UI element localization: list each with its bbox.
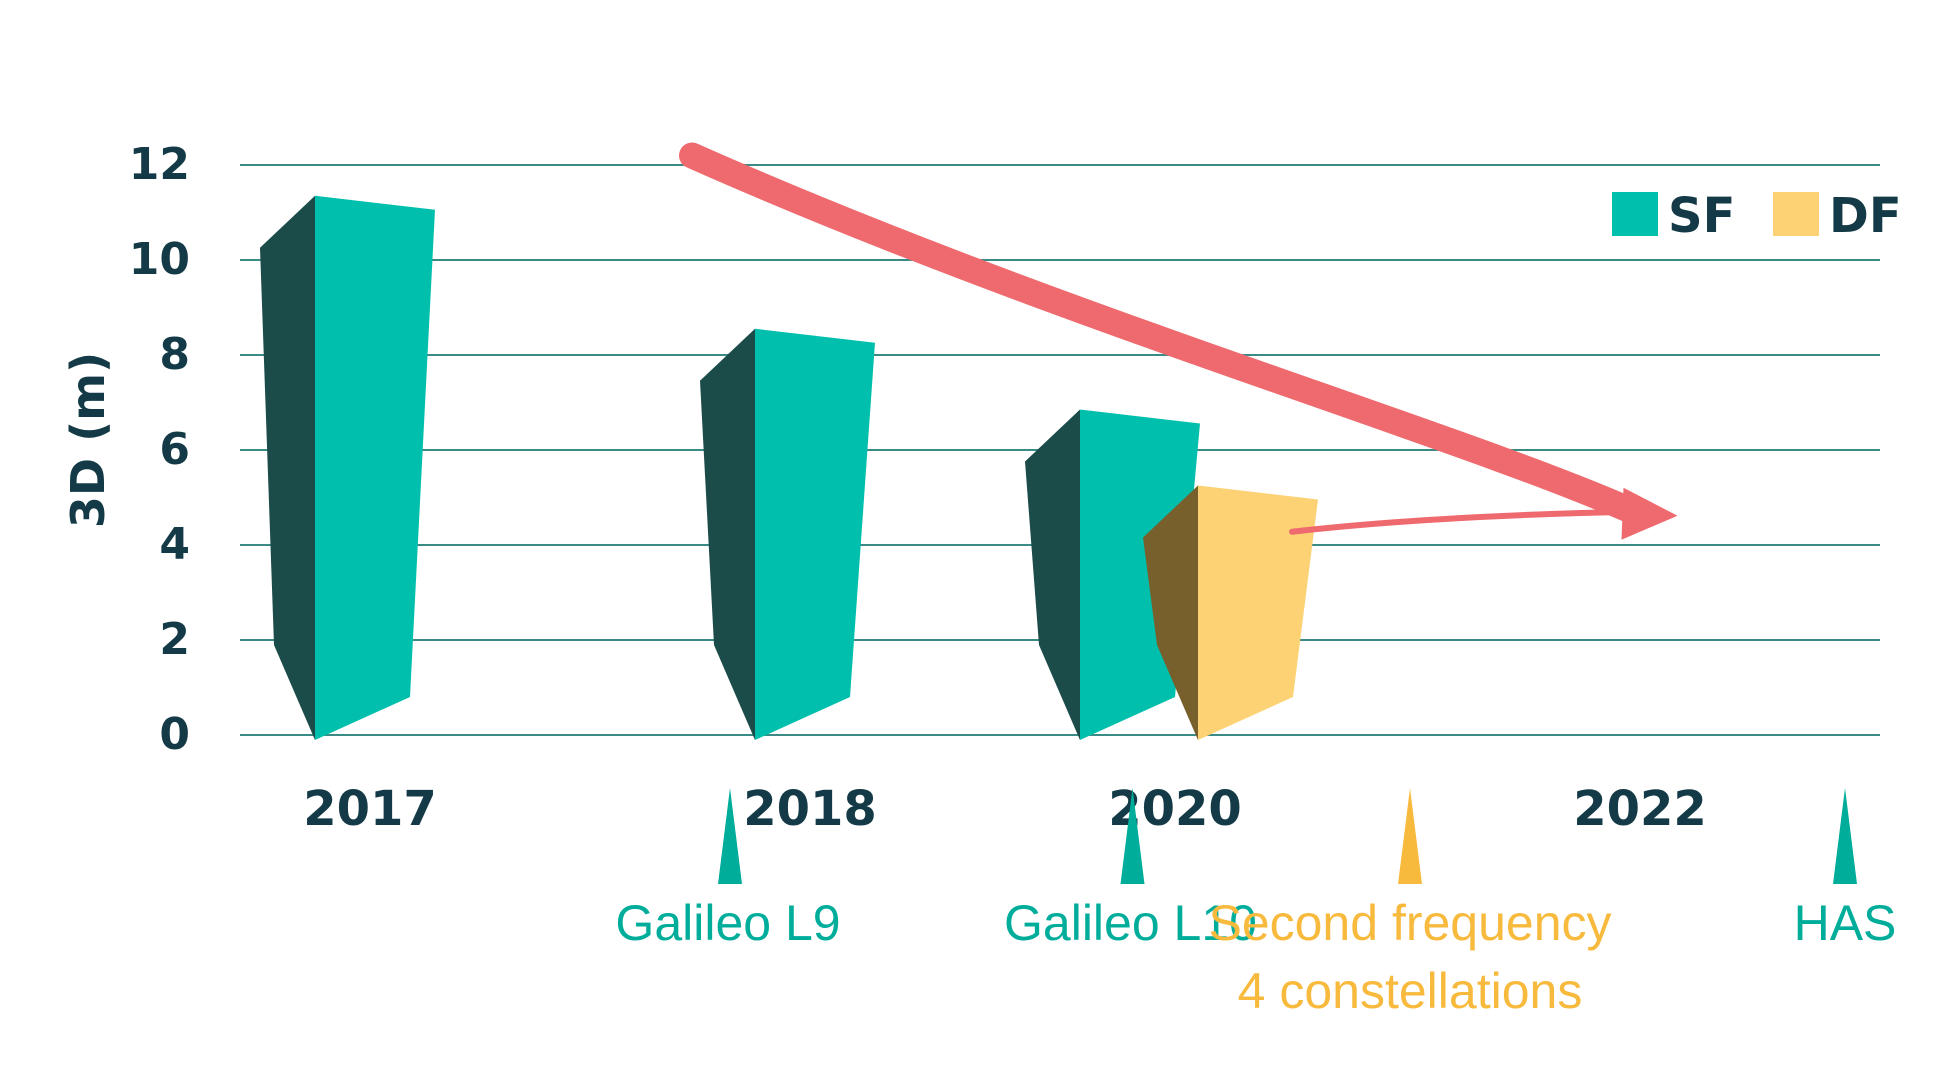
y-tick-label: 0 (159, 709, 190, 760)
milestone-label: 4 constellations (1238, 963, 1583, 1019)
milestone-label: HAS (1794, 895, 1897, 951)
y-tick-label: 8 (159, 329, 190, 380)
milestone-label: Galileo L9 (615, 895, 840, 951)
bar-side-face (700, 328, 755, 740)
y-tick-label: 2 (159, 614, 190, 665)
bar-front-face (755, 328, 875, 740)
trend-arrowhead (1621, 487, 1678, 540)
trend-line-tail (1289, 508, 1637, 535)
bars (260, 195, 1318, 740)
x-tick-label: 2018 (743, 781, 877, 837)
x-tick-label: 2022 (1573, 781, 1707, 837)
legend-label-sf: SF (1668, 188, 1735, 244)
y-tick-label: 4 (159, 519, 190, 570)
bar-df-2020 (1143, 485, 1318, 740)
milestone-marker (718, 788, 742, 884)
x-tick-label: 2017 (303, 781, 437, 837)
trend-arrow (679, 142, 1678, 540)
x-axis-labels: 2017 2018 2020 2022 (303, 781, 1707, 837)
bar-side-face (1143, 485, 1198, 740)
trend-line (679, 142, 1647, 525)
y-axis-ticks: 0 2 4 6 8 10 12 (129, 139, 190, 760)
milestone-label: Second frequency (1208, 895, 1611, 951)
milestone-marker (1120, 788, 1145, 884)
legend-swatch-sf (1612, 192, 1658, 236)
bar-side-face (1025, 409, 1080, 740)
y-tick-label: 12 (129, 139, 190, 190)
y-tick-label: 10 (129, 234, 190, 285)
bar-sf-2017 (260, 195, 435, 740)
legend-label-df: DF (1829, 188, 1902, 244)
legend: SF DF (1612, 188, 1902, 244)
milestone-label: Galileo L10 (1004, 895, 1257, 951)
y-tick-label: 6 (159, 424, 190, 475)
bar-front-face (315, 195, 435, 740)
milestone-marker (1833, 788, 1857, 884)
bar-side-face (260, 195, 315, 740)
milestone-marker (1398, 788, 1422, 884)
y-axis-title: 3D (m) (61, 352, 115, 528)
bar-sf-2018 (700, 328, 875, 740)
legend-swatch-df (1773, 192, 1819, 236)
bar-front-face (1198, 485, 1318, 740)
